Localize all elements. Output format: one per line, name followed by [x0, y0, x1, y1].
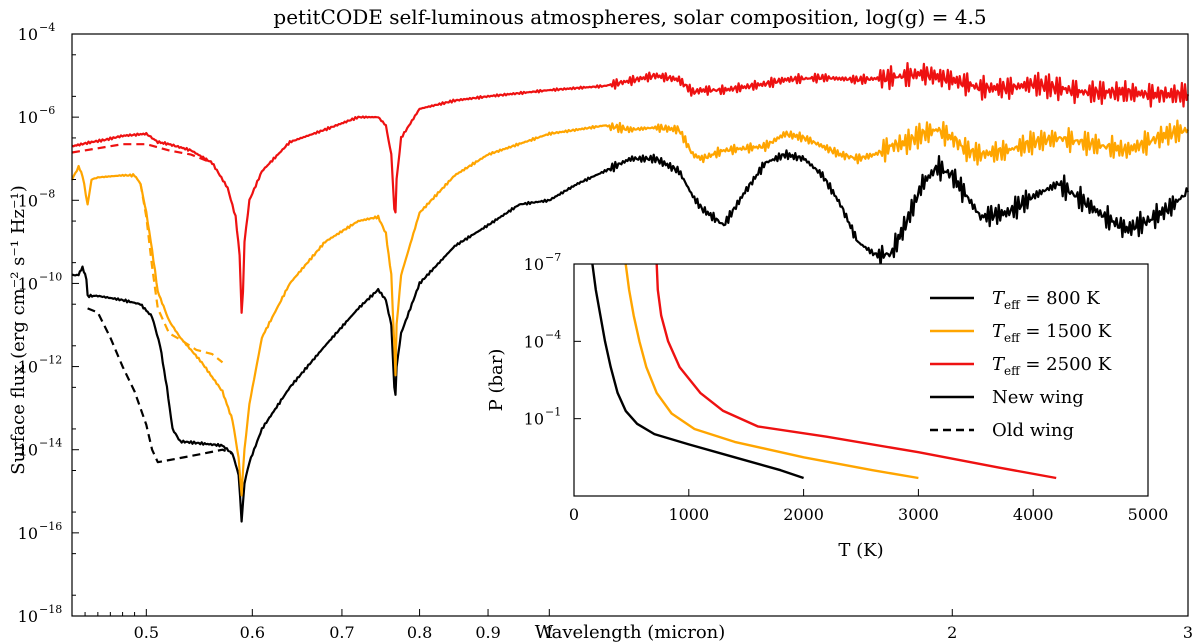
main-xtick-label: 2: [947, 623, 957, 642]
main-xtick-label: 0.5: [134, 623, 159, 642]
legend-label: Old wing: [992, 420, 1074, 441]
main-ytick-exponent: −8: [39, 187, 55, 200]
main-ytick-label: 10: [18, 441, 38, 460]
main-ytick-exponent: −4: [39, 21, 55, 34]
main-ytick-label: 10: [18, 25, 38, 44]
main-ytick-exponent: −12: [39, 354, 62, 367]
main-xtick-label: 0.7: [329, 623, 354, 642]
main-ylabel: Surface flux (erg cm⁻² s⁻¹ Hz⁻¹): [8, 185, 29, 475]
main-plot-border: [71, 33, 1189, 617]
main-xtick-group: 0.5 0.6 0.7 0.8 0.9 1 2 3: [84, 609, 1193, 642]
main-xlabel: Wavelength (micron): [535, 622, 726, 643]
main-series-line-2: [70, 119, 1189, 497]
legend-label: New wing: [992, 387, 1084, 408]
inset-series-line-2: [655, 263, 1057, 480]
inset-ytick-label: 10: [524, 410, 544, 429]
legend-label: Teff = 800 K: [992, 288, 1100, 312]
inset-ytick-label: 10: [524, 332, 544, 351]
main-ytick-exponent: −16: [39, 520, 62, 533]
inset-ytick-exponent: −1: [545, 406, 561, 419]
inset-plot: 0 1000 2000 3000 4000 5000 10−710−410−1 T (K)…: [486, 251, 1168, 561]
inset-ytick-exponent: −4: [545, 328, 561, 341]
inset-series-line-0: [591, 263, 804, 480]
legend-label: Teff = 1500 K: [992, 321, 1112, 345]
main-ytick-label: 10: [18, 274, 38, 293]
main-ytick-exponent: −14: [39, 437, 62, 450]
inset-legend: Teff = 800 K Teff = 1500 K Teff = 2500 K Ne…: [930, 288, 1112, 441]
main-ytick-exponent: −10: [39, 270, 62, 283]
main-xtick-label: 1: [544, 623, 554, 642]
main-series-line-3: [139, 183, 224, 364]
main-ytick-exponent: −18: [39, 603, 62, 616]
main-xtick-label: 0.8: [407, 623, 432, 642]
main-ytick-label: 10: [18, 524, 38, 543]
inset-xtick-label: 5000: [1128, 505, 1169, 524]
inset-xtick-label: 4000: [1013, 505, 1054, 524]
inset-xtick-label: 0: [569, 505, 579, 524]
inset-xtick-label: 2000: [783, 505, 824, 524]
main-series-line-4: [71, 62, 1190, 314]
main-ytick-label: 10: [18, 108, 38, 127]
inset-xtick-label: 1000: [668, 505, 709, 524]
inset-xtick-label: 3000: [898, 505, 939, 524]
inset-xtick-group: 0 1000 2000 3000 4000 5000: [569, 489, 1168, 524]
main-series-line-5: [71, 143, 213, 164]
main-xtick-label: 0.9: [475, 623, 500, 642]
inset-ytick-label: 10: [524, 255, 544, 274]
main-xtick-label: 3: [1183, 623, 1193, 642]
main-series-line-0: [71, 149, 1190, 523]
main-xtick-label: 0.6: [240, 623, 265, 642]
inset-plot-border: [573, 263, 1149, 497]
inset-series-line-1: [624, 263, 919, 480]
inset-ytick-group: 10−710−410−1: [524, 251, 581, 429]
chart-title: petitCODE self-luminous atmospheres, sol…: [273, 5, 986, 29]
main-series-line-1: [87, 307, 234, 464]
main-ytick-label: 10: [18, 191, 38, 210]
inset-plot-frame: [574, 264, 1148, 496]
inset-series-group: [591, 263, 1057, 480]
main-ytick-label: 10: [18, 607, 38, 626]
main-ytick-exponent: −6: [39, 104, 55, 117]
main-series-group: [70, 62, 1190, 523]
legend-label: Teff = 2500 K: [992, 354, 1112, 378]
main-ytick-label: 10: [18, 358, 38, 377]
inset-ylabel: P (bar): [486, 349, 507, 412]
inset-xlabel: T (K): [838, 540, 883, 561]
inset-ytick-exponent: −7: [545, 251, 561, 264]
